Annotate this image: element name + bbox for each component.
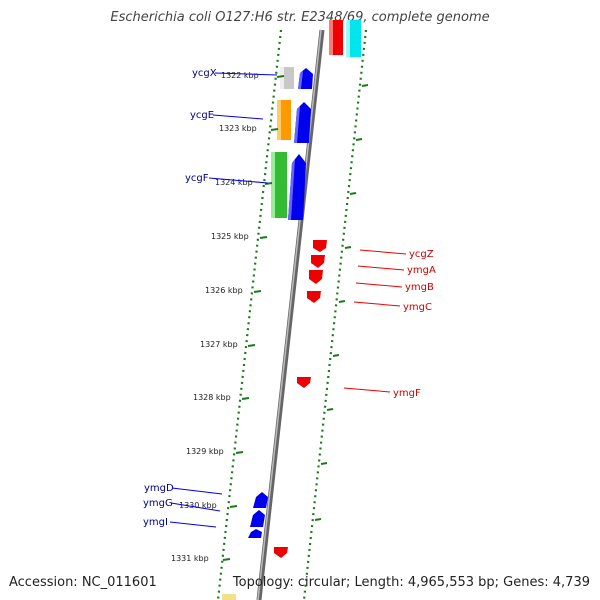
tick-label: 1327 kbp [200, 340, 238, 349]
tick-label: 1325 kbp [211, 232, 249, 241]
tick-label: 1326 kbp [205, 286, 243, 295]
gene-ycgZ-block[interactable] [313, 240, 327, 252]
coordinate-ticks: 1322 kbp 1323 kbp 1324 kbp 1325 kbp 1326 kbp… [171, 71, 285, 563]
tick-mark [235, 451, 244, 454]
tick-mark [270, 128, 279, 131]
right-tick-marks [314, 84, 369, 521]
gene-leader-line [357, 265, 405, 271]
gene-ycgF-block[interactable] [271, 152, 306, 220]
gene-label-ymgG[interactable]: ymgG [143, 498, 173, 509]
gene-leader-line [212, 114, 264, 120]
gene-ymgA-block[interactable] [311, 255, 325, 268]
gene-ycgE-block[interactable] [277, 100, 311, 143]
topology-summary: Topology: circular; Length: 4,965,553 bp… [232, 575, 590, 590]
genome-backbone-highlight [257, 29, 322, 600]
gene-leader-line [359, 249, 407, 255]
left-guide-rail [216, 29, 283, 600]
tick-label: 1329 kbp [186, 447, 224, 456]
top-feature-red[interactable] [329, 20, 343, 55]
gene-ymgF-block[interactable] [297, 377, 311, 388]
gene-leader-line [353, 301, 401, 307]
tick-label: 1322 kbp [221, 71, 259, 80]
gene-label-ycgZ[interactable]: ycgZ [409, 249, 434, 260]
gene-label-ymgC[interactable]: ymgC [403, 302, 432, 313]
gene-label-ymgB[interactable]: ymgB [405, 282, 434, 293]
genome-backbone [256, 29, 325, 600]
top-feature-cyan[interactable] [346, 20, 361, 57]
gene-leader-line [171, 487, 223, 495]
gene-ymgG-block[interactable] [250, 510, 265, 527]
tick-mark [264, 182, 273, 185]
gene-ycgX-block[interactable] [280, 67, 313, 89]
tick-mark [276, 75, 285, 78]
gene-ymgB-block[interactable] [309, 270, 323, 284]
gene-ymgC-block[interactable] [307, 291, 321, 303]
gene-labels: ycgX ycgE ycgF ymgD ymgG ymgI ycgZ ymgA ymgB ymgC… [143, 68, 436, 528]
tick-label: 1328 kbp [193, 393, 231, 402]
gene-leader-line [208, 177, 269, 184]
bottom-feature-yellow[interactable] [222, 594, 236, 600]
tick-label: 1331 kbp [171, 554, 209, 563]
tick-label: 1323 kbp [219, 124, 257, 133]
tick-mark [253, 290, 262, 293]
gene-label-ycgF[interactable]: ycgF [185, 173, 209, 184]
gene-label-ycgX[interactable]: ycgX [192, 68, 217, 79]
gene-label-ymgF[interactable]: ymgF [393, 388, 421, 399]
gene-ymgI-block[interactable] [248, 529, 262, 538]
gene-label-ymgD[interactable]: ymgD [144, 483, 174, 494]
tick-label: 1324 kbp [215, 178, 253, 187]
gene-leader-line [355, 282, 403, 288]
gene-label-ycgE[interactable]: ycgE [190, 110, 214, 121]
gene-label-ymgI[interactable]: ymgI [143, 517, 168, 528]
tick-mark [259, 236, 268, 239]
tick-mark [247, 344, 256, 347]
tick-mark [222, 558, 231, 561]
gene-ymgD-block[interactable] [253, 492, 268, 508]
gene-leader-line [170, 502, 221, 512]
gene-leader-line [169, 521, 217, 528]
gene-leader-line [214, 72, 278, 76]
map-title: Escherichia coli O127:H6 str. E2348/69, … [110, 10, 490, 25]
accession-label: Accession: NC_011601 [9, 575, 157, 590]
gene-leader-line [343, 387, 391, 393]
tick-label: 1330 kbp [179, 501, 217, 510]
tick-mark [229, 505, 238, 508]
gene-bottom-red-block[interactable] [274, 547, 288, 558]
tick-mark [241, 397, 250, 400]
gene-label-ymgA[interactable]: ymgA [407, 265, 436, 276]
